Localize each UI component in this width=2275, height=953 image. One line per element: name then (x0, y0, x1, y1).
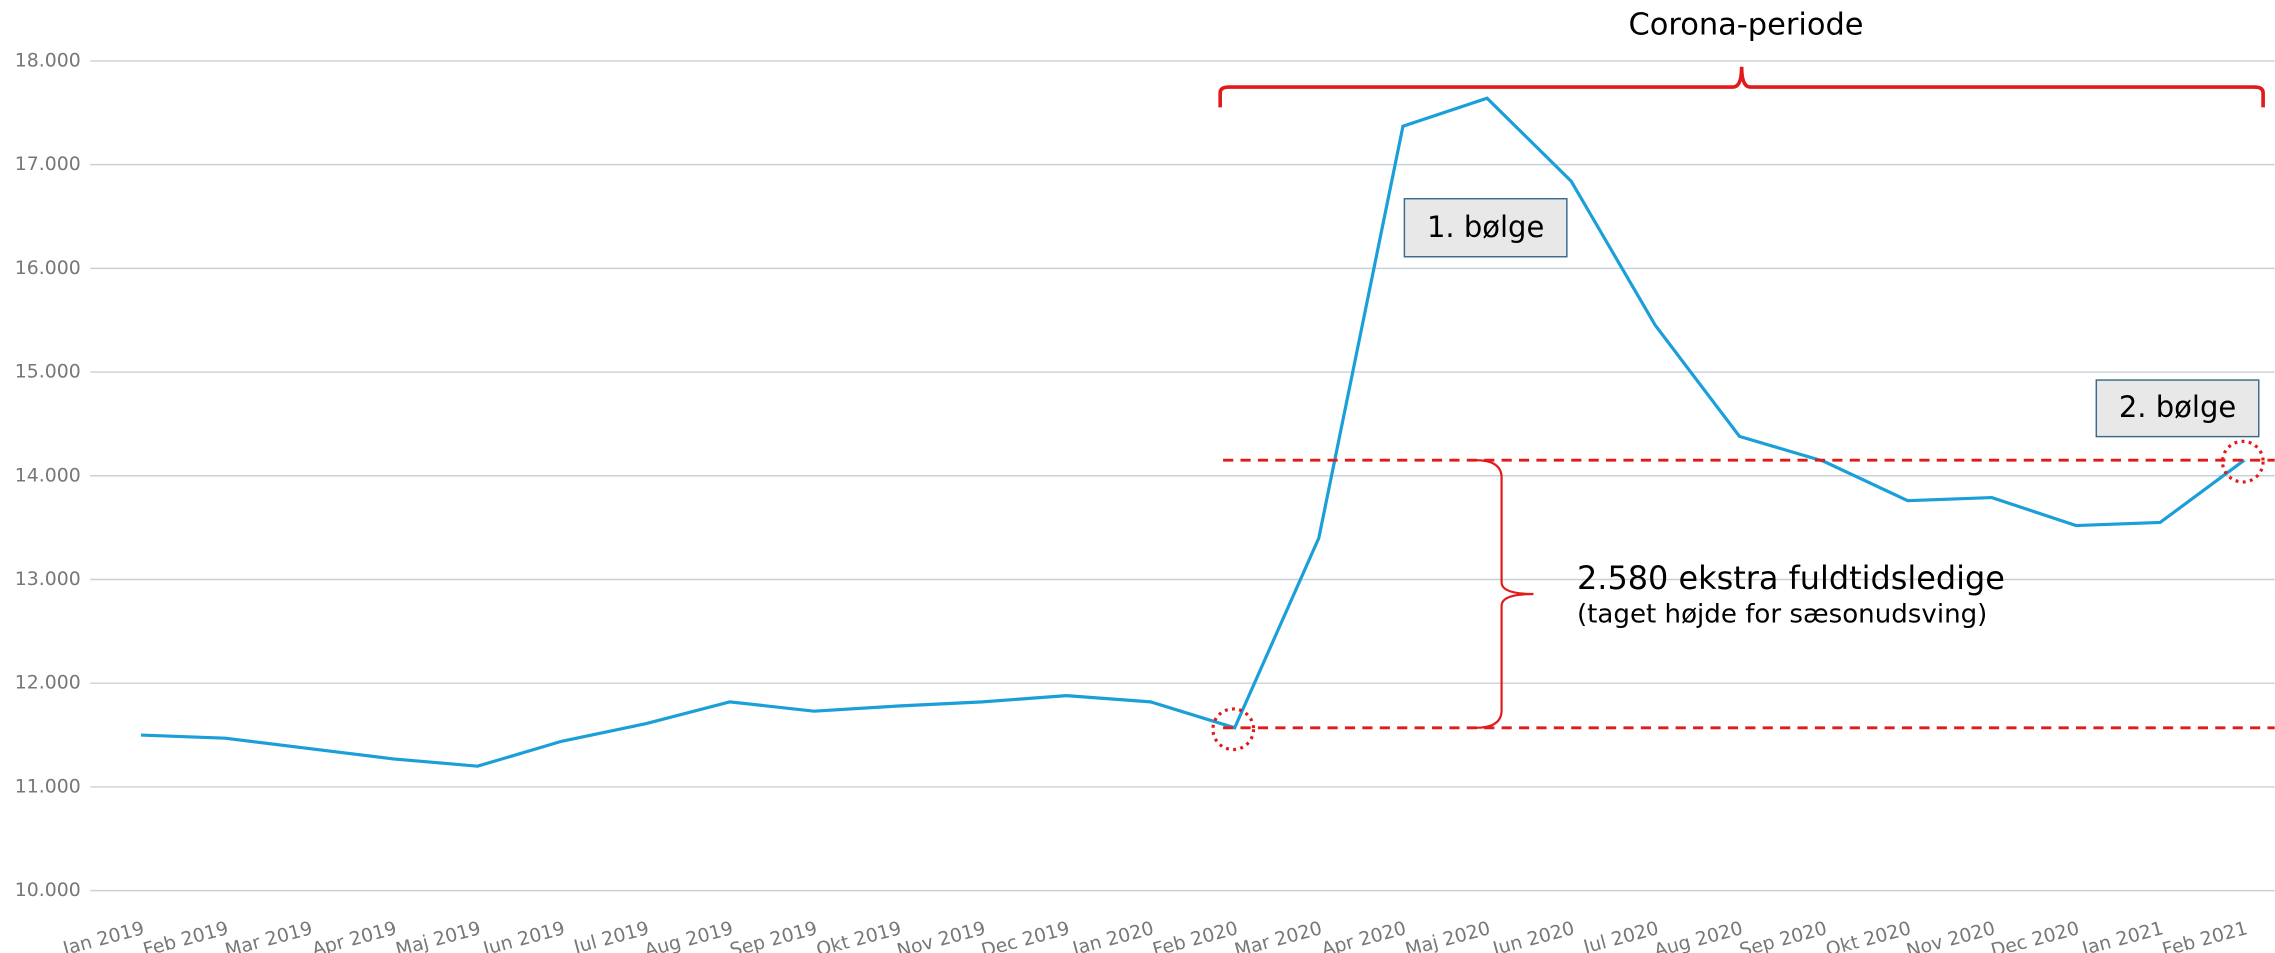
y-tick-label: 13.000 (15, 569, 81, 590)
wave1-label: 1. bølge (1427, 210, 1544, 244)
x-tick-label: Jan 2021 (2079, 918, 2166, 953)
x-tick-label: Dec 2019 (979, 918, 1072, 953)
x-tick-label: Apr 2020 (1320, 918, 1409, 953)
x-tick-label: Maj 2020 (1403, 918, 1492, 953)
difference-brace (1475, 459, 1534, 729)
y-tick-label: 11.000 (15, 776, 81, 797)
x-tick-label: Okt 2020 (1824, 918, 1914, 953)
x-tick-label: Dec 2020 (1989, 918, 2082, 953)
wave1-box (1403, 197, 1568, 258)
x-tick-label: Jun 2020 (1490, 918, 1577, 953)
x-tick-label: Jul 2020 (1580, 918, 1660, 953)
y-tick-label: 14.000 (15, 465, 81, 486)
x-tick-label: Apr 2019 (310, 918, 399, 953)
x-tick-label: Sep 2020 (1737, 918, 1829, 953)
x-tick-label: Maj 2019 (394, 918, 483, 953)
period-label: Corona-periode (1628, 8, 1863, 43)
y-tick-label: 15.000 (15, 362, 81, 383)
x-tick-label: Aug 2019 (642, 918, 735, 953)
x-tick-label: Nov 2020 (1904, 918, 1997, 953)
x-tick-label: Feb 2020 (1151, 918, 1241, 953)
x-tick-label: Okt 2019 (814, 918, 904, 953)
difference-note: (taget højde for sæsonudsving) (1577, 600, 1987, 630)
y-tick-label: 17.000 (15, 154, 81, 175)
x-tick-label: Nov 2019 (895, 918, 988, 953)
x-tick-label: Jan 2019 (60, 918, 147, 953)
x-tick-label: Jun 2019 (480, 918, 567, 953)
wave2-label: 2. bølge (2119, 390, 2236, 424)
wave2-box (2095, 379, 2260, 438)
difference-label: 2.580 ekstra fuldtidsledige (1577, 559, 2005, 597)
y-tick-label: 10.000 (15, 880, 81, 901)
period-brace (1218, 66, 2265, 108)
x-tick-label: Mar 2019 (223, 918, 315, 953)
x-tick-label: Aug 2020 (1652, 918, 1745, 953)
y-tick-label: 12.000 (15, 673, 81, 694)
highlight-circle (1211, 707, 1256, 752)
y-tick-label: 16.000 (15, 258, 81, 279)
x-tick-label: Jan 2020 (1070, 918, 1157, 953)
y-tick-label: 18.000 (15, 50, 81, 71)
x-tick-label: Sep 2019 (728, 918, 820, 953)
x-tick-label: Feb 2019 (141, 918, 231, 953)
line (140, 96, 2246, 768)
x-tick-label: Jul 2019 (571, 918, 651, 953)
x-tick-label: Mar 2020 (1233, 918, 1325, 953)
x-tick-label: Feb 2021 (2160, 918, 2250, 953)
